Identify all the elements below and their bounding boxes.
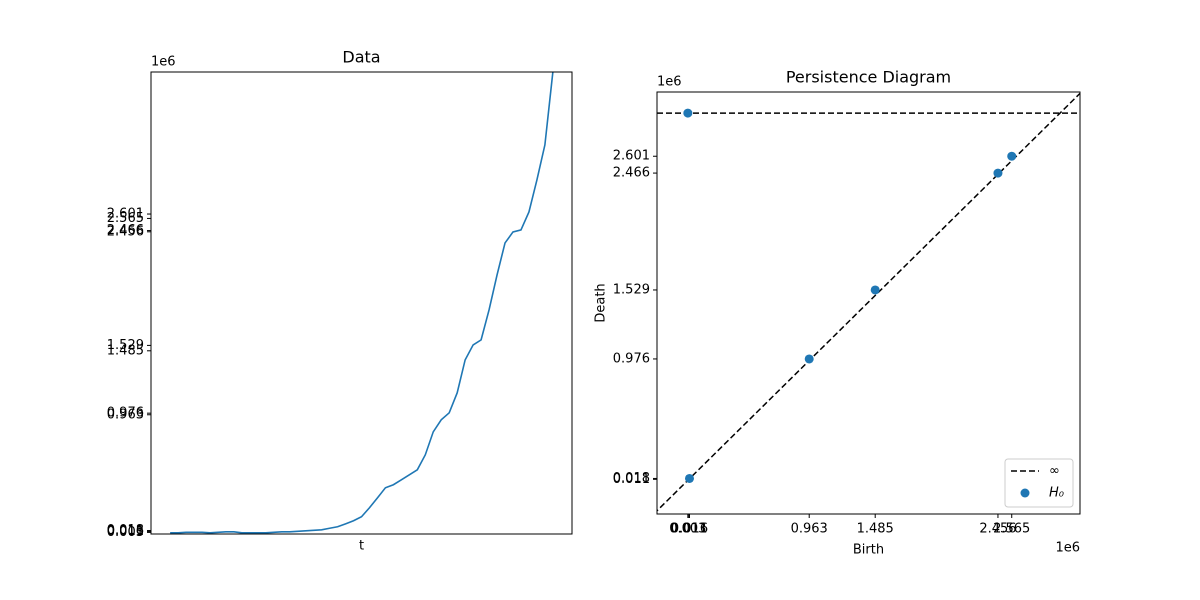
y-tick-label: 2.565 xyxy=(107,211,144,226)
x-tick-label: 0.011 xyxy=(670,522,707,537)
axes-frame xyxy=(150,71,573,535)
y-tick-label: 0.963 xyxy=(107,407,144,422)
x-offset-label: 1e6 xyxy=(1055,541,1080,556)
x-tick-label: 1.485 xyxy=(857,522,894,537)
y-tick-label: 0.976 xyxy=(107,406,144,421)
y-tick-label: 2.466 xyxy=(107,223,144,238)
y-tick-label: 2.601 xyxy=(613,149,650,164)
diagonal xyxy=(657,92,1080,512)
point xyxy=(993,168,1003,178)
chart-title: Persistence Diagram xyxy=(786,68,951,87)
y-tick-label: 0.016 xyxy=(107,523,144,538)
x-axis-label: Birth xyxy=(853,543,884,558)
x-tick-label: 2.456 xyxy=(979,522,1016,537)
point xyxy=(1007,151,1017,161)
y-tick-label: 0.018 xyxy=(613,471,650,486)
point xyxy=(683,108,693,118)
legend-label: ∞ xyxy=(1049,464,1060,479)
chart-title: Data xyxy=(342,48,380,67)
y-tick-label: 1.529 xyxy=(613,282,650,297)
point xyxy=(804,354,814,364)
plot-area xyxy=(657,92,1080,512)
point xyxy=(684,473,694,483)
legend-swatch xyxy=(1020,488,1030,498)
y-tick-label: 1.529 xyxy=(107,338,144,353)
y-tick-label: 2.466 xyxy=(613,166,650,181)
y-tick-label: 2.601 xyxy=(107,207,144,222)
y-tick-label: 0.011 xyxy=(613,472,650,487)
point xyxy=(870,285,880,295)
y-tick-label: 0.011 xyxy=(107,524,144,539)
y-tick-label: 1.485 xyxy=(107,343,144,358)
x-tick-label: 0.003 xyxy=(669,522,706,537)
x-tick-label: 0.016 xyxy=(671,522,708,537)
x-tick-label: 2.565 xyxy=(993,522,1030,537)
y-offset-label: 1e6 xyxy=(151,55,176,70)
y-tick-label: 0.976 xyxy=(613,351,650,366)
axes-frame xyxy=(656,91,1081,515)
x-tick-label: 0.963 xyxy=(791,522,828,537)
data-line xyxy=(170,72,554,534)
y-axis-label: Death xyxy=(594,283,609,322)
x-axis-label: t xyxy=(359,539,364,554)
plot-area xyxy=(170,72,554,534)
y-offset-label: 1e6 xyxy=(657,75,682,90)
y-tick-label: 2.456 xyxy=(107,224,144,239)
legend-label: H₀ xyxy=(1049,486,1065,501)
y-tick-label: 0.003 xyxy=(107,525,144,540)
y-tick-label: 0.018 xyxy=(107,523,144,538)
